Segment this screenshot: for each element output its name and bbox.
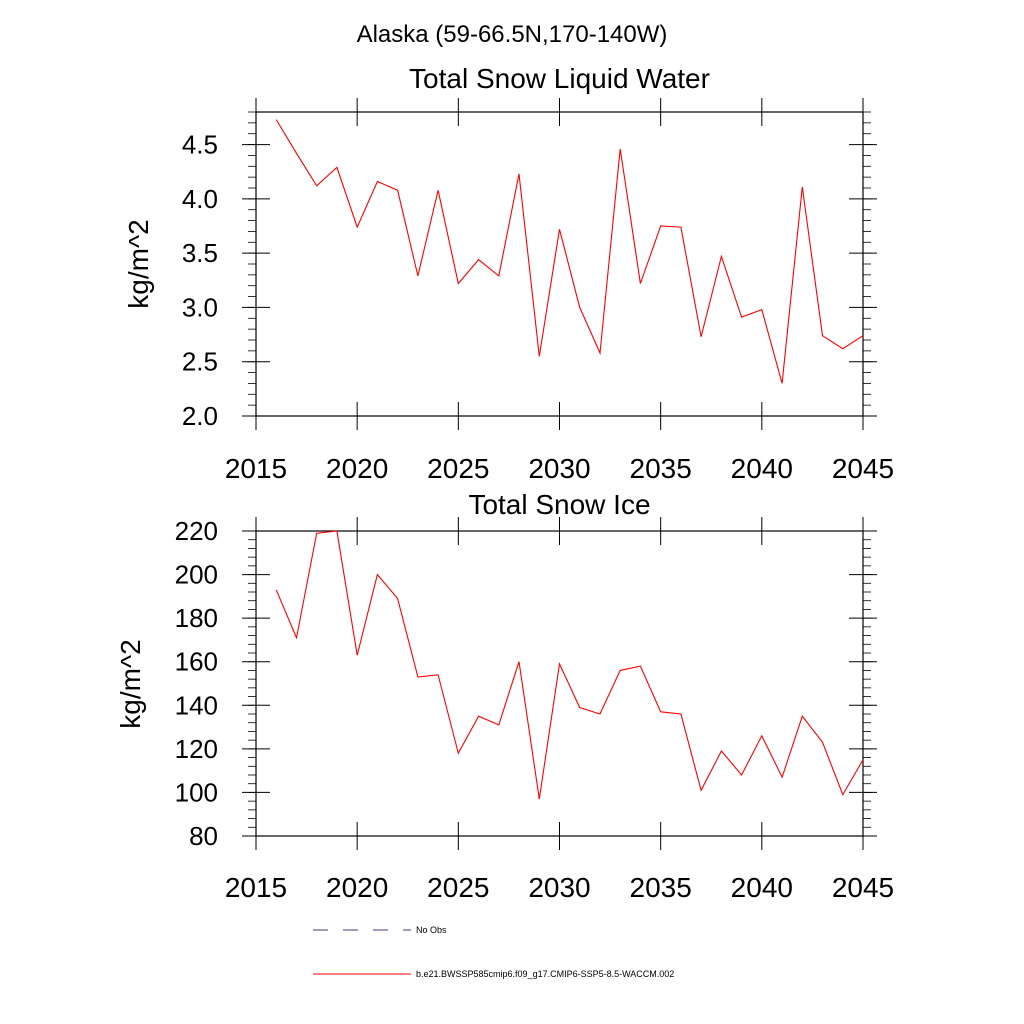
- y-axis-label: kg/m^2: [115, 639, 146, 728]
- y-tick-label: 2.0: [182, 401, 218, 431]
- y-tick-label: 3.0: [182, 292, 218, 322]
- y-tick-label: 140: [175, 690, 218, 720]
- figure-title: Alaska (59-66.5N,170-140W): [357, 21, 668, 48]
- y-tick-label: 3.5: [182, 238, 218, 268]
- y-tick-label: 180: [175, 603, 218, 633]
- x-tick-label: 2020: [326, 453, 388, 484]
- y-tick-label: 200: [175, 560, 218, 590]
- x-tick-label: 2015: [225, 453, 287, 484]
- x-tick-label: 2030: [528, 453, 590, 484]
- snow-ice-chart: Total Snow Ice 2015 2020 2025 2030 2035 2040 20…: [115, 489, 894, 903]
- x-tick-label: 2030: [528, 872, 590, 903]
- y-tick-label: 120: [175, 734, 218, 764]
- legend-label-waccm: b.e21.BWSSP585cmip6.f09_g17.CMIP6-SSP5-8…: [416, 969, 674, 979]
- x-tick-label: 2035: [630, 872, 692, 903]
- y-tick-label: 220: [175, 516, 218, 546]
- series-line: [275, 119, 864, 384]
- x-tick-label: 2045: [832, 872, 894, 903]
- x-tick-label: 2015: [225, 872, 287, 903]
- plot-frame: [255, 111, 864, 417]
- y-axis-label: kg/m^2: [123, 219, 154, 308]
- x-tick-label: 2035: [630, 453, 692, 484]
- x-tick-label: 2040: [731, 872, 793, 903]
- x-tick-label: 2040: [731, 453, 793, 484]
- x-tick-label: 2045: [832, 453, 894, 484]
- legend-label-no-obs: No Obs: [416, 925, 447, 935]
- plot-frame: [255, 530, 864, 837]
- y-tick-label: 4.5: [182, 130, 218, 160]
- x-tick-label: 2025: [427, 872, 489, 903]
- x-tick-label: 2020: [326, 872, 388, 903]
- y-tick-label: 160: [175, 647, 218, 677]
- y-tick-label: 2.5: [182, 347, 218, 377]
- x-tick-label: 2025: [427, 453, 489, 484]
- legend: No Obs b.e21.BWSSP585cmip6.f09_g17.CMIP6…: [313, 925, 674, 979]
- snow-liquid-water-chart: Total Snow Liquid Water 2015 2020 2025 2030 2…: [123, 63, 894, 484]
- y-tick-label: 80: [189, 821, 218, 851]
- series-line: [275, 530, 864, 800]
- y-tick-label: 100: [175, 777, 218, 807]
- y-tick-label: 4.0: [182, 184, 218, 214]
- chart-title: Total Snow Liquid Water: [409, 63, 710, 94]
- chart-title: Total Snow Ice: [468, 489, 650, 520]
